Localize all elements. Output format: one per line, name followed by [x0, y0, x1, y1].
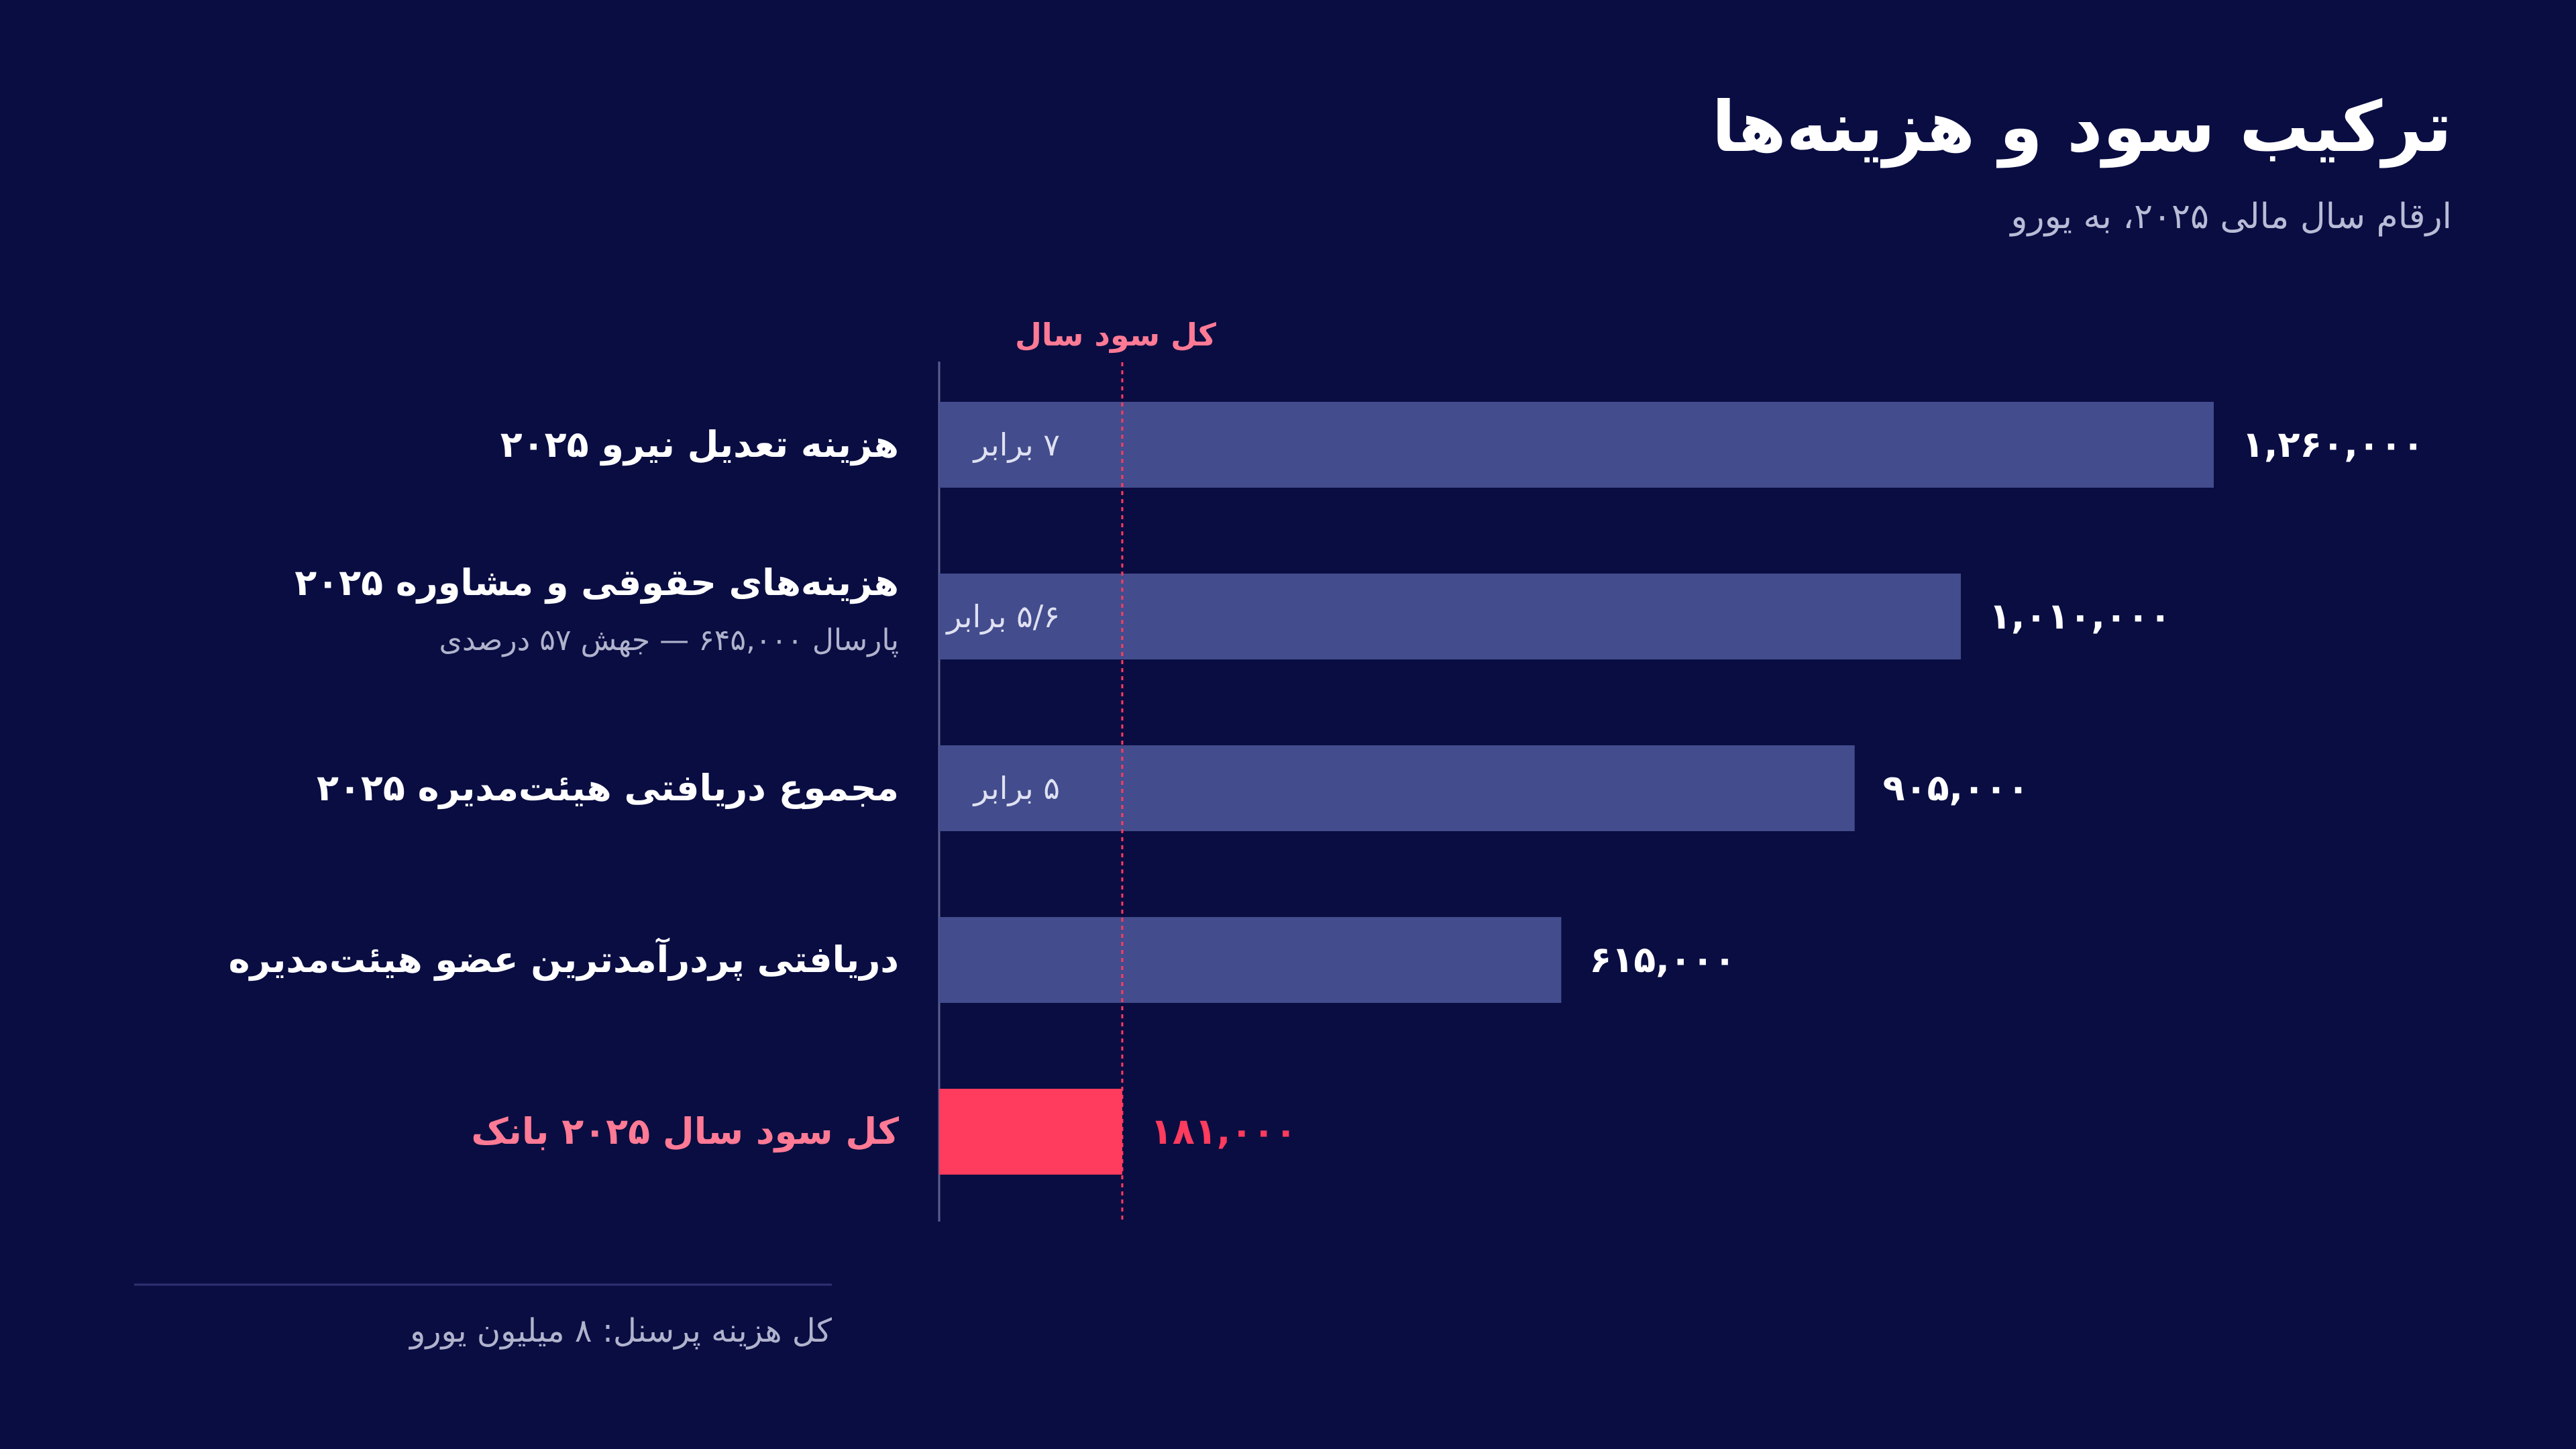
chart-title: ترکیب سود و هزینه‌ها — [1712, 86, 2452, 168]
bar-3 — [939, 745, 1855, 831]
category-label-1: هزینه تعدیل نیرو ۲۰۲۵ — [500, 423, 899, 466]
multiple-label-1: ۷ برابر — [973, 427, 1061, 464]
category-label-3: مجموع دریافتی هیئت‌مدیره ۲۰۲۵ — [317, 767, 899, 809]
category-label-4: دریافتی پردرآمدترین عضو هیئت‌مدیره — [229, 937, 899, 981]
category-sublabel-2: پارسال ۶۴۵,۰۰۰ — جهش ۵۷ درصدی — [439, 623, 899, 657]
reference-line-label: کل سود سال — [1015, 317, 1216, 353]
bar-4 — [939, 917, 1562, 1003]
value-label-4: ۶۱۵,۰۰۰ — [1589, 938, 1735, 981]
value-label-1: ۱,۲۶۰,۰۰۰ — [2242, 423, 2424, 466]
bar-1 — [939, 402, 2214, 488]
multiple-label-3: ۵ برابر — [973, 770, 1061, 807]
bars-group: هزینه تعدیل نیرو ۲۰۲۵ ۷ برابر ۱,۲۶۰,۰۰۰ هزی… — [229, 317, 2424, 1222]
value-label-5: ۱۸۱,۰۰۰ — [1150, 1110, 1297, 1152]
bar-5 — [939, 1089, 1122, 1175]
category-label-5: کل سود سال ۲۰۲۵ بانک — [471, 1110, 899, 1152]
footnote: کل هزینه پرسنل: ۸ میلیون یورو — [409, 1312, 832, 1350]
chart-subtitle: ارقام سال مالی ۲۰۲۵، به یورو — [2008, 197, 2452, 237]
value-label-2: ۱,۰۱۰,۰۰۰ — [1989, 595, 2171, 637]
category-label-2: هزینه‌های حقوقی و مشاوره ۲۰۲۵ — [294, 561, 899, 604]
bar-2 — [939, 574, 1962, 659]
value-label-3: ۹۰۵,۰۰۰ — [1883, 767, 2029, 809]
multiple-label-2: ۵/۶ برابر — [945, 598, 1060, 635]
